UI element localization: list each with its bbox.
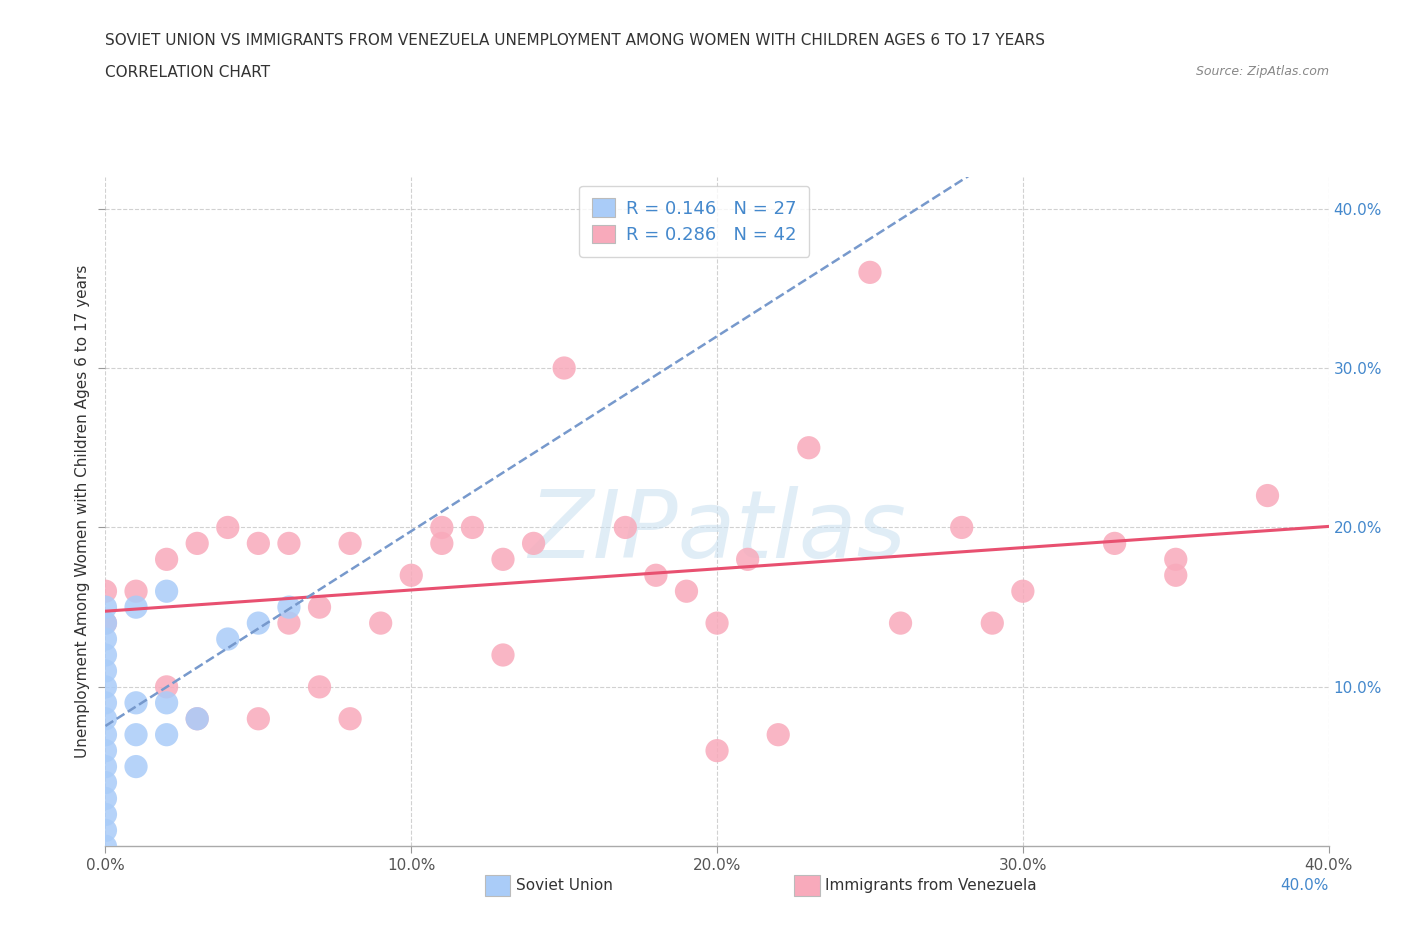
Point — [247, 711, 270, 726]
Point — [94, 616, 117, 631]
Point — [339, 711, 361, 726]
Point — [186, 711, 208, 726]
Point — [401, 568, 423, 583]
Point — [370, 616, 392, 631]
Point — [1104, 536, 1126, 551]
Point — [430, 520, 453, 535]
Point — [768, 727, 790, 742]
Point — [94, 616, 117, 631]
Point — [1164, 551, 1187, 566]
Point — [644, 568, 666, 583]
Text: Soviet Union: Soviet Union — [516, 878, 613, 893]
Point — [125, 584, 148, 599]
Point — [339, 536, 361, 551]
Point — [94, 663, 117, 678]
Point — [186, 711, 208, 726]
Point — [889, 616, 911, 631]
Point — [94, 759, 117, 774]
Point — [94, 727, 117, 742]
Point — [247, 536, 270, 551]
Point — [125, 696, 148, 711]
Point — [614, 520, 637, 535]
Legend: R = 0.146   N = 27, R = 0.286   N = 42: R = 0.146 N = 27, R = 0.286 N = 42 — [579, 186, 810, 257]
Point — [155, 727, 177, 742]
Point — [461, 520, 484, 535]
Point — [981, 616, 1004, 631]
Point — [492, 551, 515, 566]
Point — [523, 536, 546, 551]
Point — [430, 536, 453, 551]
Point — [308, 680, 330, 695]
Point — [492, 647, 515, 662]
Point — [1164, 568, 1187, 583]
Point — [278, 536, 301, 551]
Point — [94, 823, 117, 838]
Point — [950, 520, 973, 535]
Text: Source: ZipAtlas.com: Source: ZipAtlas.com — [1195, 65, 1329, 78]
Point — [94, 631, 117, 646]
Point — [706, 743, 728, 758]
Point — [94, 647, 117, 662]
Point — [94, 584, 117, 599]
Point — [94, 711, 117, 726]
Point — [217, 631, 239, 646]
Point — [675, 584, 697, 599]
Point — [155, 551, 177, 566]
Point — [797, 440, 820, 455]
Point — [125, 727, 148, 742]
Text: ZIPatlas: ZIPatlas — [529, 486, 905, 578]
Point — [553, 361, 575, 376]
Point — [859, 265, 882, 280]
Point — [155, 696, 177, 711]
Point — [94, 839, 117, 854]
Point — [278, 616, 301, 631]
Point — [155, 584, 177, 599]
Point — [125, 759, 148, 774]
Text: CORRELATION CHART: CORRELATION CHART — [105, 65, 270, 80]
Point — [706, 616, 728, 631]
Point — [247, 616, 270, 631]
Point — [125, 600, 148, 615]
Y-axis label: Unemployment Among Women with Children Ages 6 to 17 years: Unemployment Among Women with Children A… — [75, 265, 90, 758]
Point — [278, 600, 301, 615]
Point — [94, 791, 117, 806]
Text: SOVIET UNION VS IMMIGRANTS FROM VENEZUELA UNEMPLOYMENT AMONG WOMEN WITH CHILDREN: SOVIET UNION VS IMMIGRANTS FROM VENEZUEL… — [105, 33, 1046, 47]
Point — [94, 743, 117, 758]
Point — [155, 680, 177, 695]
Point — [1011, 584, 1033, 599]
Text: 40.0%: 40.0% — [1281, 878, 1329, 893]
Point — [94, 600, 117, 615]
Point — [94, 775, 117, 790]
Point — [308, 600, 330, 615]
Point — [1256, 488, 1278, 503]
Point — [217, 520, 239, 535]
Point — [186, 536, 208, 551]
Point — [94, 696, 117, 711]
Point — [737, 551, 759, 566]
Text: Immigrants from Venezuela: Immigrants from Venezuela — [825, 878, 1038, 893]
Point — [94, 680, 117, 695]
Point — [94, 807, 117, 822]
